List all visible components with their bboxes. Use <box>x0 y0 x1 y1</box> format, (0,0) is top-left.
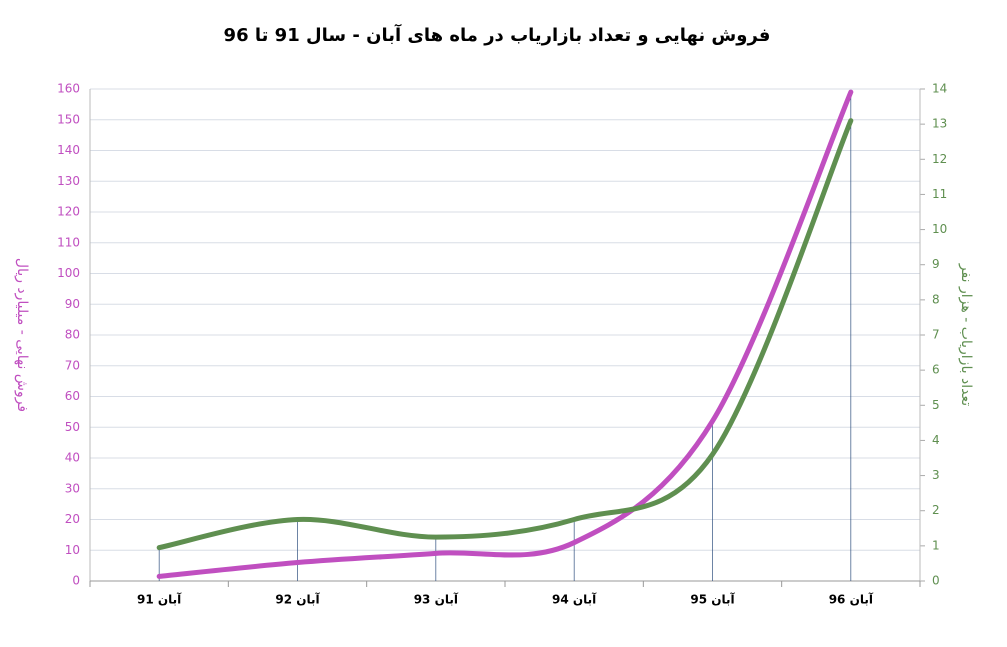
y-tick-label: 50 <box>65 420 80 434</box>
y2-tick-label: 7 <box>932 328 940 342</box>
y2-tick-label: 4 <box>932 433 940 447</box>
y-tick-label: 100 <box>57 266 80 280</box>
x-tick-label: آبان 92 <box>275 592 320 607</box>
y-tick-label: 120 <box>57 205 80 219</box>
y2-tick-label: 12 <box>932 152 947 166</box>
y-tick-label: 30 <box>65 481 80 495</box>
series-line <box>156 89 854 579</box>
y2-tick-label: 5 <box>932 398 940 412</box>
y-tick-label: 60 <box>65 389 80 403</box>
y2-tick-label: 14 <box>932 82 947 96</box>
y2-tick-label: 1 <box>932 538 940 552</box>
y-tick-label: 130 <box>57 174 80 188</box>
y-tick-label: 10 <box>65 543 80 557</box>
y-tick-label: 0 <box>72 574 80 588</box>
y-axis-label: فروش نهایی - میلیارد ریال <box>14 258 30 412</box>
y-tick-label: 90 <box>65 297 80 311</box>
y-tick-label: 80 <box>65 328 80 342</box>
y-tick-label: 20 <box>65 512 80 526</box>
x-tick-label: آبان 93 <box>414 592 459 607</box>
y2-tick-label: 2 <box>932 503 940 517</box>
y2-tick-label: 13 <box>932 117 947 131</box>
y2-tick-label: 11 <box>932 187 947 201</box>
y2-tick-label: 9 <box>932 257 940 271</box>
chart-title: فروش نهایی و تعداد بازاریاب در ماه های آ… <box>224 23 771 46</box>
x-tick-label: آبان 96 <box>829 592 874 607</box>
y-tick-label: 140 <box>57 143 80 157</box>
y-tick-label: 110 <box>57 235 80 249</box>
y-tick-label: 70 <box>65 358 80 372</box>
y2-axis-label: تعداد بازاریاب - هزار نفر <box>958 263 974 406</box>
x-tick-label: آبان 91 <box>137 592 182 607</box>
y-tick-label: 40 <box>65 451 80 465</box>
y2-tick-label: 8 <box>932 292 940 306</box>
x-tick-label: آبان 94 <box>552 592 597 607</box>
series-line <box>156 118 854 551</box>
y2-tick-label: 0 <box>932 574 940 588</box>
y2-tick-label: 3 <box>932 468 940 482</box>
y2-tick-label: 10 <box>932 222 947 236</box>
x-tick-label: آبان 95 <box>690 592 735 607</box>
y2-tick-label: 6 <box>932 363 940 377</box>
y-tick-label: 150 <box>57 112 80 126</box>
y-tick-label: 160 <box>57 82 80 96</box>
